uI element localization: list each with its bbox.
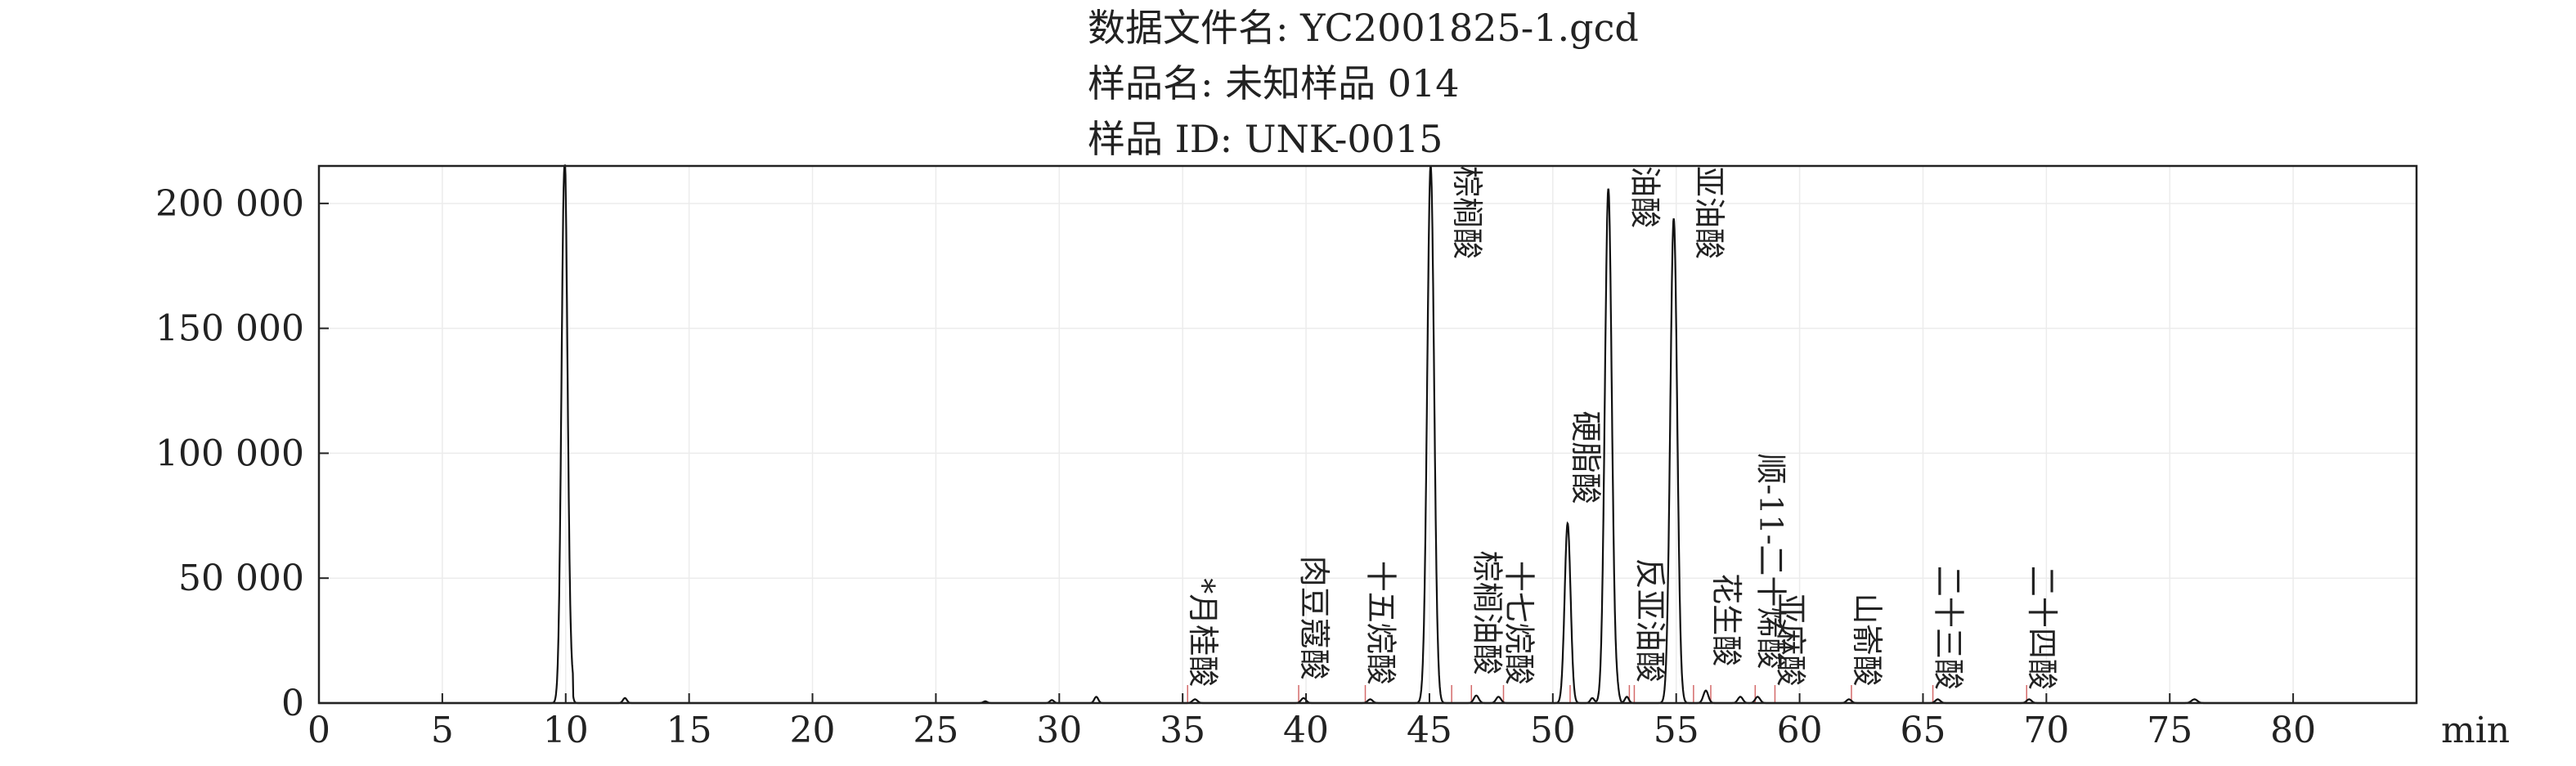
x-tick-label: 65: [1900, 710, 1945, 751]
x-tick-label: 50: [1530, 710, 1576, 751]
x-tick-label: 40: [1283, 710, 1329, 751]
x-tick-label: 70: [2023, 710, 2069, 751]
sample-name: 样品名: 未知样品 014: [1088, 61, 1460, 105]
peak-label: 亚麻酸: [1772, 594, 1808, 687]
x-tick-label: 10: [543, 710, 589, 751]
x-tick-label: 80: [2270, 710, 2316, 751]
peak-label: 花生酸: [1708, 573, 1744, 666]
y-tick-label: 50 000: [178, 558, 304, 599]
peak-label: 亚油酸: [1691, 166, 1727, 259]
peak-label: 山嵛酸: [1849, 594, 1885, 687]
y-tick-label: 100 000: [155, 432, 304, 474]
x-tick-label: 25: [913, 710, 958, 751]
peak-label: 硬脂酸: [1568, 411, 1604, 504]
peak-label: 二十四酸: [2024, 566, 2060, 690]
peak-label: 二十三酸: [1931, 566, 1967, 690]
y-tick-label: 0: [281, 683, 304, 724]
peak-label: 油酸: [1627, 166, 1663, 228]
x-tick-label: 0: [307, 710, 330, 751]
x-tick-label: 20: [790, 710, 836, 751]
peak-label: 十五烷酸: [1363, 561, 1399, 685]
y-tick-label: 200 000: [155, 183, 304, 225]
x-tick-label: 60: [1777, 710, 1823, 751]
x-tick-label: 30: [1036, 710, 1082, 751]
peak-label: 棕榈油酸: [1469, 551, 1505, 675]
plot-frame: [317, 164, 2418, 705]
x-axis-label: min: [2441, 710, 2510, 751]
x-tick-label: 45: [1407, 710, 1452, 751]
x-tick-label: 55: [1654, 710, 1699, 751]
sample-id: 样品 ID: UNK-0015: [1088, 117, 1443, 161]
y-tick-label: 150 000: [155, 308, 304, 350]
peak-label: 顺-11-二十烯酸: [1752, 453, 1788, 669]
chromatogram-header: 数据文件名: YC2001825-1.gcd 样品名: 未知样品 014 样品 …: [1088, 0, 2233, 167]
data-file-name: 数据文件名: YC2001825-1.gcd: [1088, 6, 1639, 50]
peak-label: 肉豆蔻酸: [1296, 556, 1332, 680]
peak-label: *月桂酸: [1185, 578, 1221, 687]
x-tick-label: 15: [666, 710, 712, 751]
peak-label: 反亚油酸: [1631, 558, 1667, 683]
x-tick-label: 75: [2147, 710, 2192, 751]
peak-label: 十七烷酸: [1501, 561, 1537, 685]
x-tick-label: 5: [431, 710, 454, 751]
peak-label: 棕榈酸: [1449, 166, 1485, 259]
x-tick-label: 35: [1160, 710, 1205, 751]
